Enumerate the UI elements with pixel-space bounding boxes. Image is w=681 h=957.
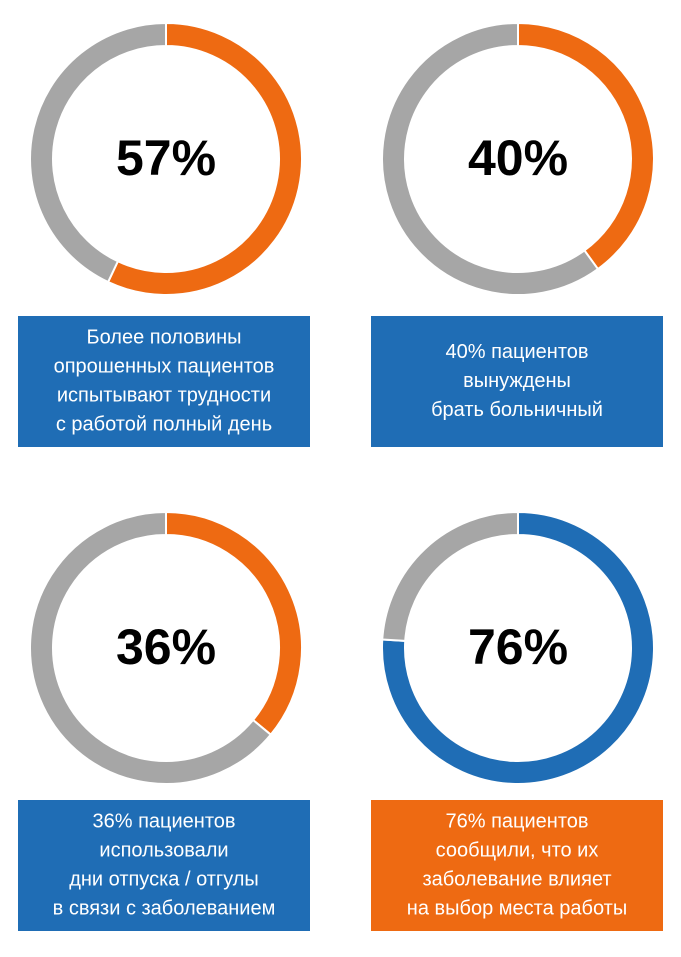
- donut-segment: [381, 21, 600, 296]
- donut-segment: [381, 510, 519, 642]
- donut-chart: 76% 76% пациентов сообщили, что их заболева…: [371, 510, 663, 931]
- donut-segment: [29, 21, 167, 284]
- caption-line: использовали: [99, 839, 228, 861]
- center-value: 76%: [468, 619, 568, 675]
- center-value: 57%: [116, 130, 216, 186]
- center-value: 40%: [468, 130, 568, 186]
- caption-line: брать больничный: [431, 399, 603, 421]
- caption-line: сообщили, что их: [436, 839, 599, 861]
- caption-line: дни отпуска / отгулы: [69, 868, 259, 890]
- donut-chart: 40% 40% пациентов вынуждены брать больничны…: [371, 21, 663, 447]
- caption-line: в связи с заболеванием: [53, 897, 276, 919]
- caption-line: 40% пациентов: [445, 341, 588, 363]
- donut-segment: [381, 510, 655, 785]
- caption-box: [18, 316, 310, 447]
- caption-line: испытывают трудности: [57, 384, 271, 406]
- donut-segment: [29, 510, 273, 785]
- caption-line: на выбор места работы: [407, 897, 627, 919]
- donut-segment: [106, 21, 303, 296]
- caption-box: [371, 800, 663, 931]
- donut-chart: 57% Более половины опрошенных пациентов исп…: [18, 21, 310, 447]
- caption-line: 76% пациентов: [445, 810, 588, 832]
- caption-box: [18, 800, 310, 931]
- donut-chart: 36% 36% пациентов использовали дни отпуска …: [18, 510, 310, 931]
- caption-line: вынуждены: [463, 370, 571, 392]
- caption-line: Более половины: [86, 326, 241, 348]
- center-value: 36%: [116, 619, 216, 675]
- caption-box: [371, 316, 663, 447]
- caption-line: заболевание влияет: [422, 868, 611, 890]
- caption-line: опрошенных пациентов: [54, 355, 275, 377]
- caption-line: с работой полный день: [56, 413, 272, 435]
- caption-line: 36% пациентов: [92, 810, 235, 832]
